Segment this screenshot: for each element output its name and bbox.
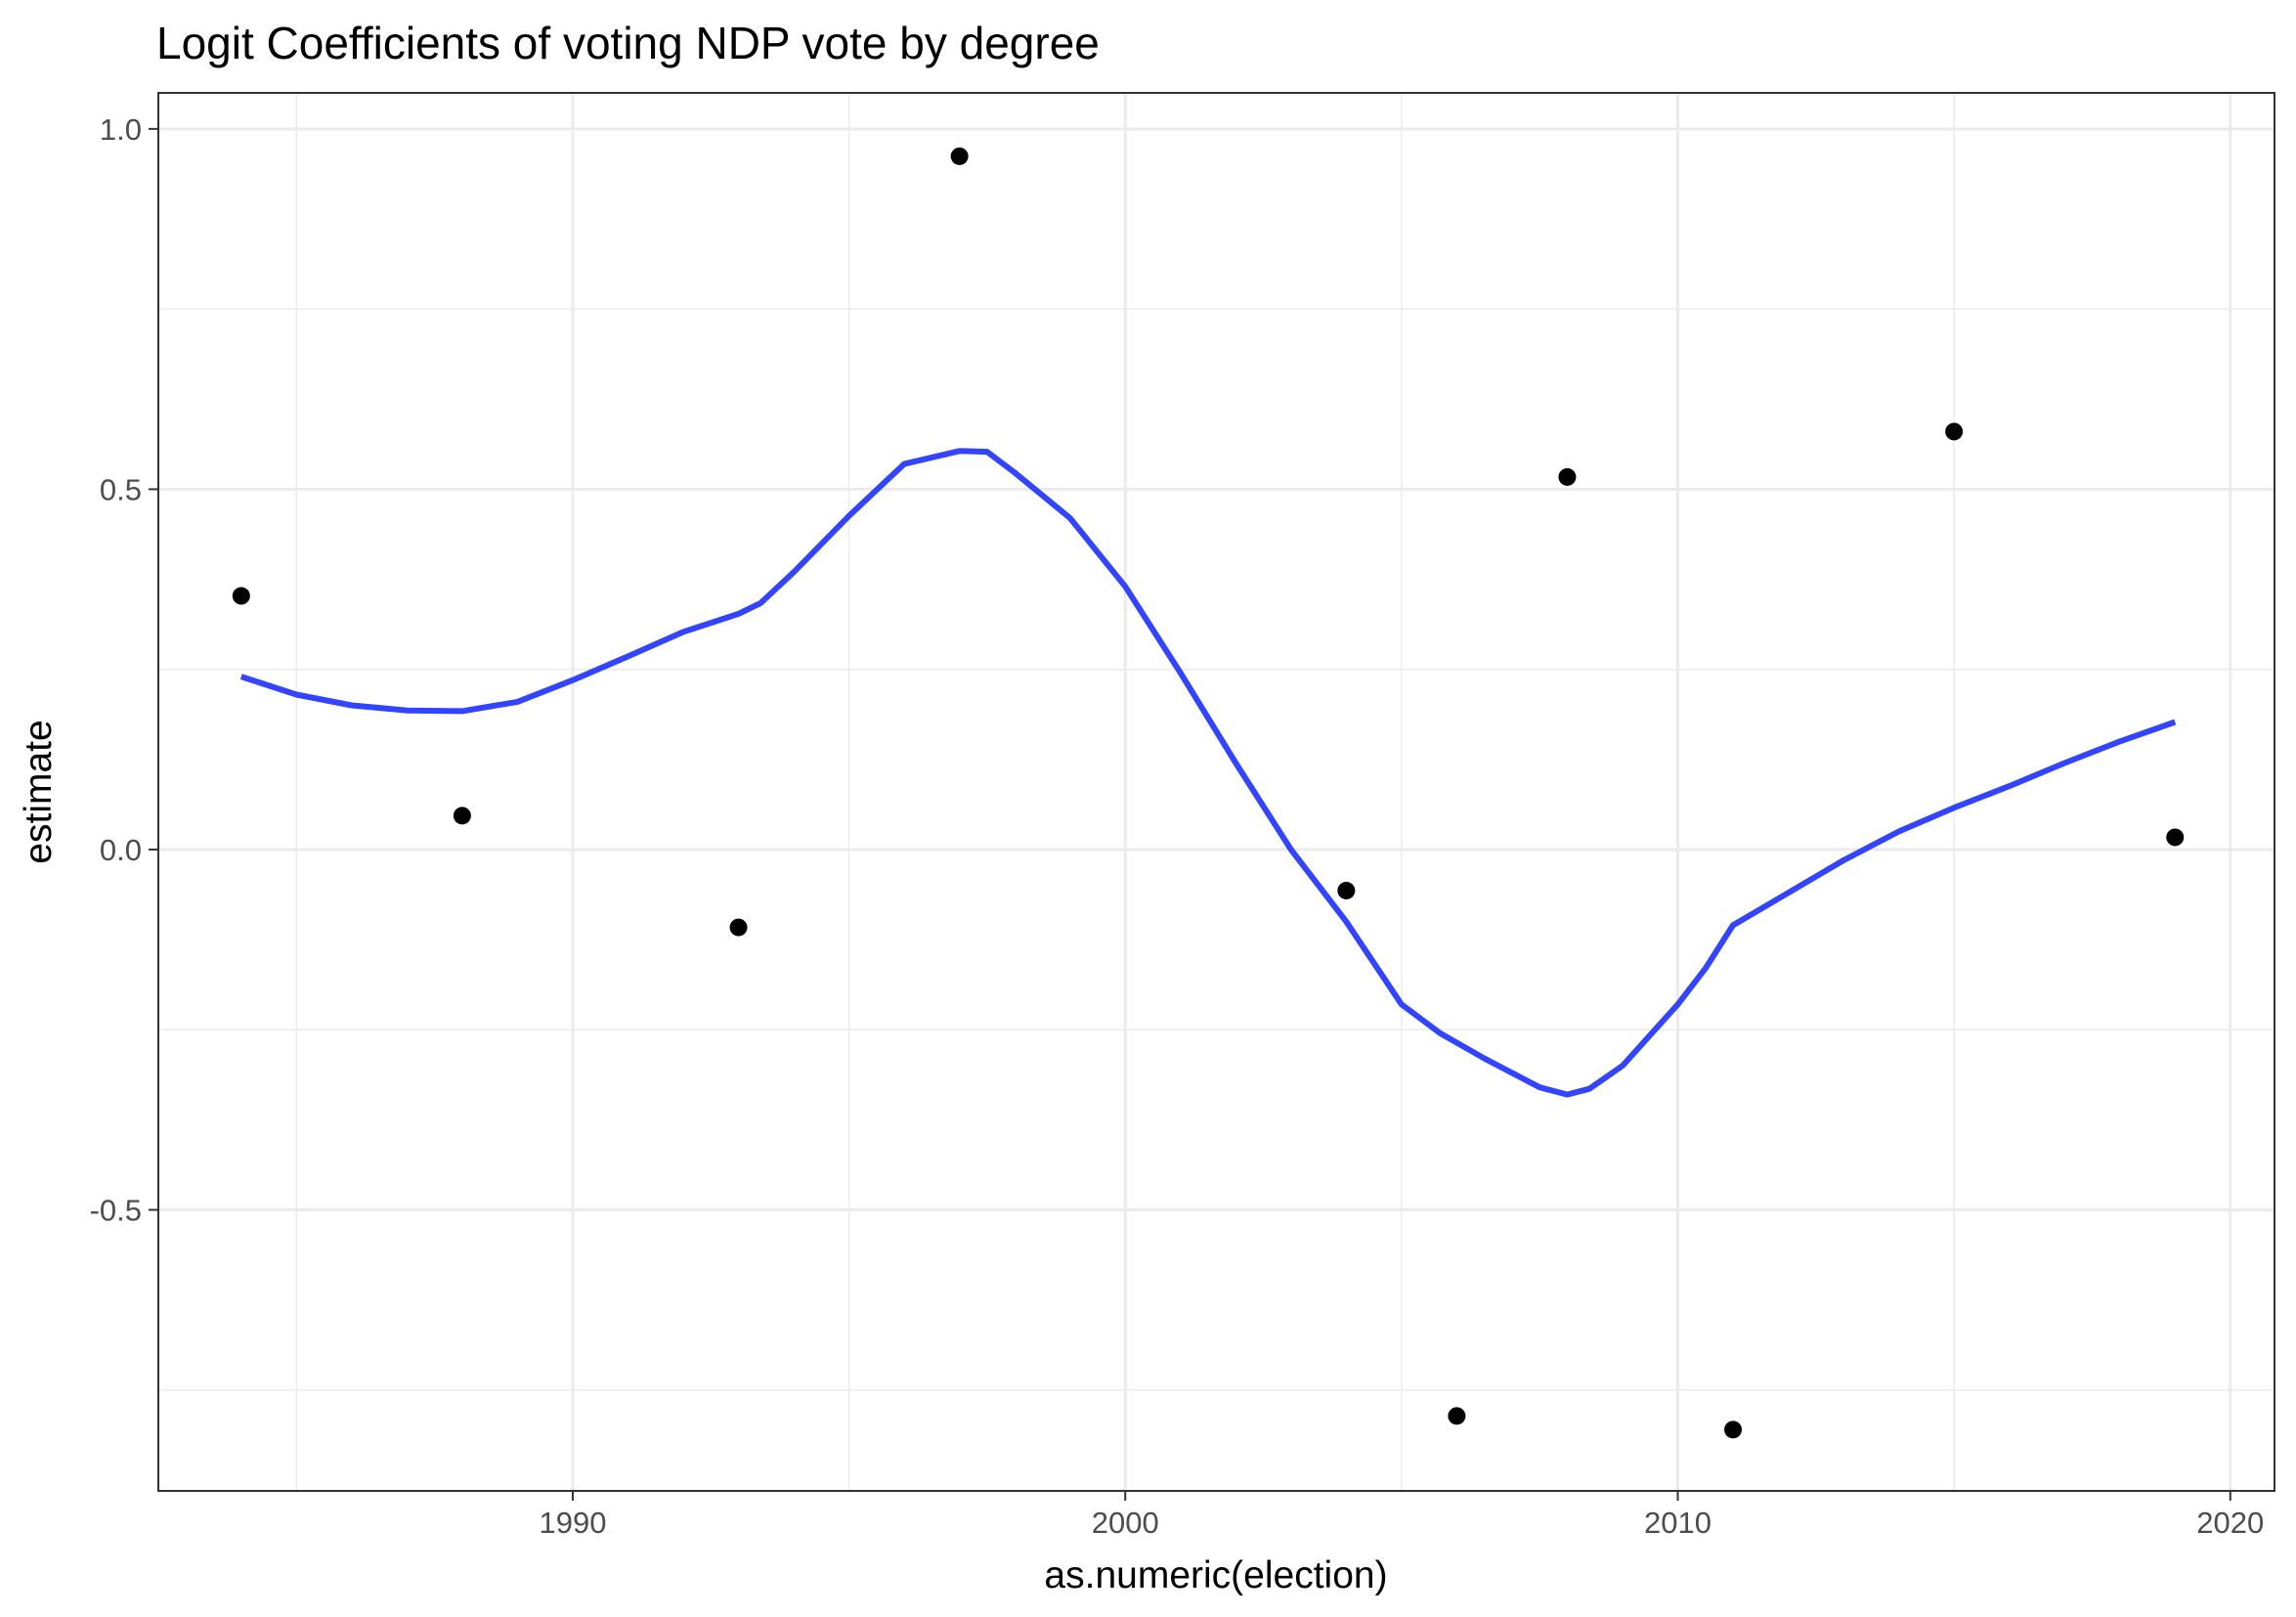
smooth-curve — [239, 448, 2177, 1098]
data-point — [950, 147, 969, 165]
y-axis-title: estimate — [18, 720, 60, 863]
plot-panel — [158, 93, 2274, 1491]
data-point — [1558, 467, 1577, 486]
x-tick-label: 2020 — [2196, 1506, 2264, 1540]
data-point — [1337, 881, 1356, 899]
y-axis: -0.5 0.0 0.5 1.0 — [90, 112, 158, 1228]
data-point — [1724, 1420, 1743, 1439]
minor-gridlines — [158, 93, 2274, 1491]
y-tick-label: -0.5 — [90, 1194, 142, 1228]
smooth-layer — [239, 448, 2177, 1098]
data-point — [1945, 422, 1964, 441]
y-tick-label: 0.0 — [100, 833, 142, 867]
data-point — [232, 587, 250, 605]
data-point — [453, 807, 471, 825]
x-tick-label: 2010 — [1644, 1506, 1711, 1540]
data-point — [729, 918, 748, 937]
y-tick-label: 0.5 — [100, 472, 142, 506]
data-point — [1448, 1407, 1466, 1425]
chart-title: Logit Coefficients of voting NDP vote by… — [156, 18, 1100, 68]
points-layer — [232, 147, 2185, 1439]
x-axis-title: as.numeric(election) — [1044, 1554, 1387, 1596]
x-axis: 1990 2000 2010 2020 — [539, 1491, 2264, 1540]
data-point — [2166, 828, 2185, 847]
x-tick-label: 1990 — [539, 1506, 606, 1540]
x-tick-label: 2000 — [1092, 1506, 1159, 1540]
major-gridlines — [158, 93, 2274, 1491]
panel-border — [157, 92, 2275, 1492]
y-tick-label: 1.0 — [100, 112, 142, 147]
